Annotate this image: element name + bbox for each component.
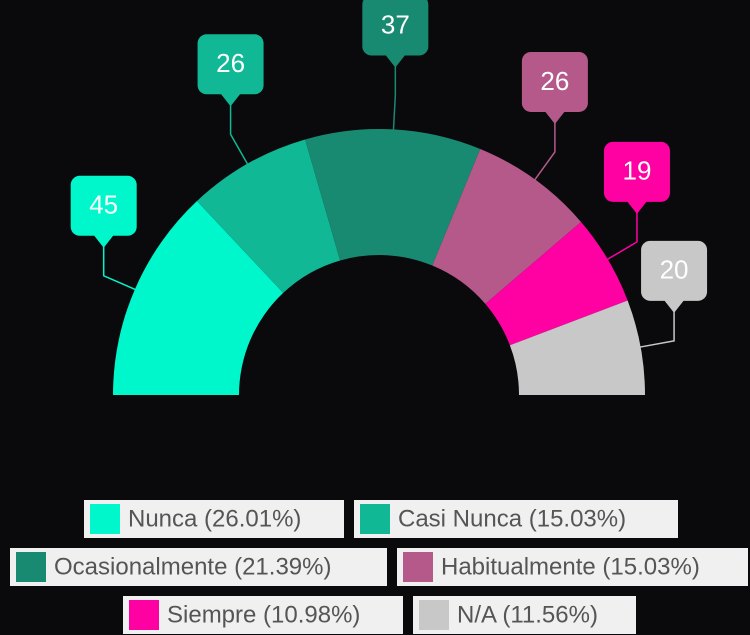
callout-pointer — [219, 92, 242, 107]
legend-box — [10, 548, 387, 586]
legend-label: Casi Nunca (15.03%) — [398, 505, 626, 532]
callout-box — [70, 175, 137, 236]
callout-pointer — [543, 109, 566, 124]
slice — [432, 149, 582, 304]
legend-swatch — [360, 504, 390, 534]
slice — [113, 201, 284, 395]
callout-pointer — [663, 298, 686, 313]
callout-box — [362, 0, 429, 56]
data-label: 45 — [89, 190, 118, 220]
callout-box — [197, 34, 264, 95]
legend-label: Nunca (26.01%) — [128, 505, 301, 532]
data-label: 19 — [623, 156, 652, 186]
callout-box — [521, 51, 588, 112]
callout-box — [641, 240, 708, 301]
slice — [305, 129, 481, 266]
slice — [509, 300, 645, 395]
legend-box — [397, 548, 748, 586]
legend-box — [123, 596, 403, 634]
legend-box — [354, 500, 678, 538]
legend-label: Habitualmente (15.03%) — [441, 553, 700, 580]
legend-swatch — [16, 552, 46, 582]
leader-line — [532, 121, 556, 184]
leader-line — [392, 65, 397, 134]
data-label: 20 — [660, 255, 689, 285]
legend-box — [84, 500, 344, 538]
legend-swatch — [90, 504, 120, 534]
legend-swatch — [403, 552, 433, 582]
data-label: 26 — [216, 48, 245, 78]
legend-label: N/A (11.56%) — [457, 601, 598, 628]
data-label: 37 — [381, 9, 410, 39]
slice — [196, 139, 341, 293]
leader-line — [603, 211, 638, 262]
callout-pointer — [384, 53, 407, 68]
leader-line — [229, 104, 251, 168]
legend-label: Ocasionalmente (21.39%) — [54, 553, 331, 580]
data-label: 26 — [540, 66, 569, 96]
callout-pointer — [92, 233, 115, 248]
callout-box — [603, 141, 670, 202]
legend-label: Siempre (10.98%) — [167, 601, 360, 628]
legend-swatch — [129, 600, 159, 630]
callout-pointer — [625, 199, 648, 214]
leader-line — [636, 310, 675, 349]
leader-line — [102, 245, 139, 292]
legend-swatch — [419, 600, 449, 630]
legend-box — [413, 596, 636, 634]
slice — [485, 221, 628, 346]
